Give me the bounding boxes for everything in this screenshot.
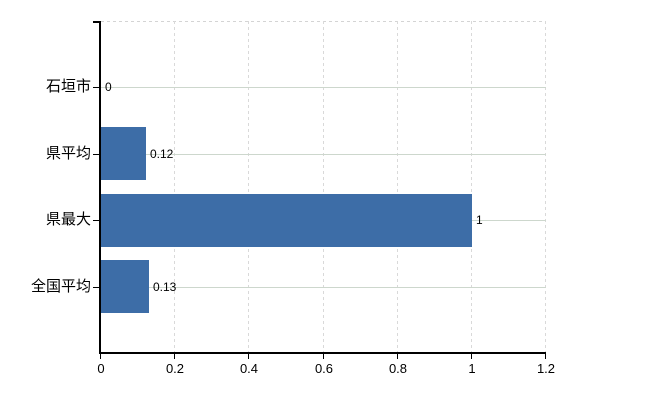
- vertical-gridline: [248, 21, 249, 353]
- bar-value-label: 0.13: [153, 280, 177, 294]
- x-tick-label: 0.4: [239, 361, 259, 376]
- x-axis-tick: [397, 354, 398, 359]
- y-axis-tick: [93, 87, 99, 88]
- x-axis-tick: [248, 354, 249, 359]
- horizontal-gridline: [101, 287, 546, 288]
- x-tick-label: 0.6: [314, 361, 334, 376]
- bar: [101, 127, 146, 180]
- x-tick-label: 0: [97, 361, 105, 376]
- vertical-gridline: [174, 21, 175, 353]
- x-axis-tick: [471, 354, 472, 359]
- x-axis-tick: [174, 354, 175, 359]
- bar: [101, 260, 149, 313]
- x-tick-label: 1: [468, 361, 476, 376]
- y-axis-tick: [93, 287, 99, 288]
- vertical-gridline: [471, 21, 472, 353]
- category-label: 県最大: [45, 211, 91, 228]
- bar-value-label: 1: [476, 213, 483, 227]
- x-tick-label: 0.2: [165, 361, 185, 376]
- x-axis-line: [99, 352, 546, 354]
- bar: [101, 194, 472, 247]
- bar-value-label: 0: [105, 80, 112, 94]
- vertical-gridline: [397, 21, 398, 353]
- horizontal-gridline: [101, 154, 546, 155]
- y-axis-line: [99, 21, 101, 354]
- vertical-gridline: [323, 21, 324, 353]
- category-label: 県平均: [45, 145, 91, 162]
- category-label: 石垣市: [45, 78, 91, 95]
- x-axis-tick: [545, 354, 546, 359]
- x-tick-label: 0.8: [388, 361, 408, 376]
- horizontal-gridline: [101, 87, 546, 88]
- x-axis-tick: [100, 354, 101, 359]
- y-axis-tick: [93, 220, 99, 221]
- x-tick-label: 1.2: [536, 361, 556, 376]
- category-label: 全国平均: [30, 278, 91, 295]
- x-axis-tick: [323, 354, 324, 359]
- vertical-gridline: [545, 21, 546, 353]
- bar-value-label: 0.12: [150, 147, 174, 161]
- y-axis-tick: [93, 154, 99, 155]
- y-axis-tick: [93, 21, 99, 23]
